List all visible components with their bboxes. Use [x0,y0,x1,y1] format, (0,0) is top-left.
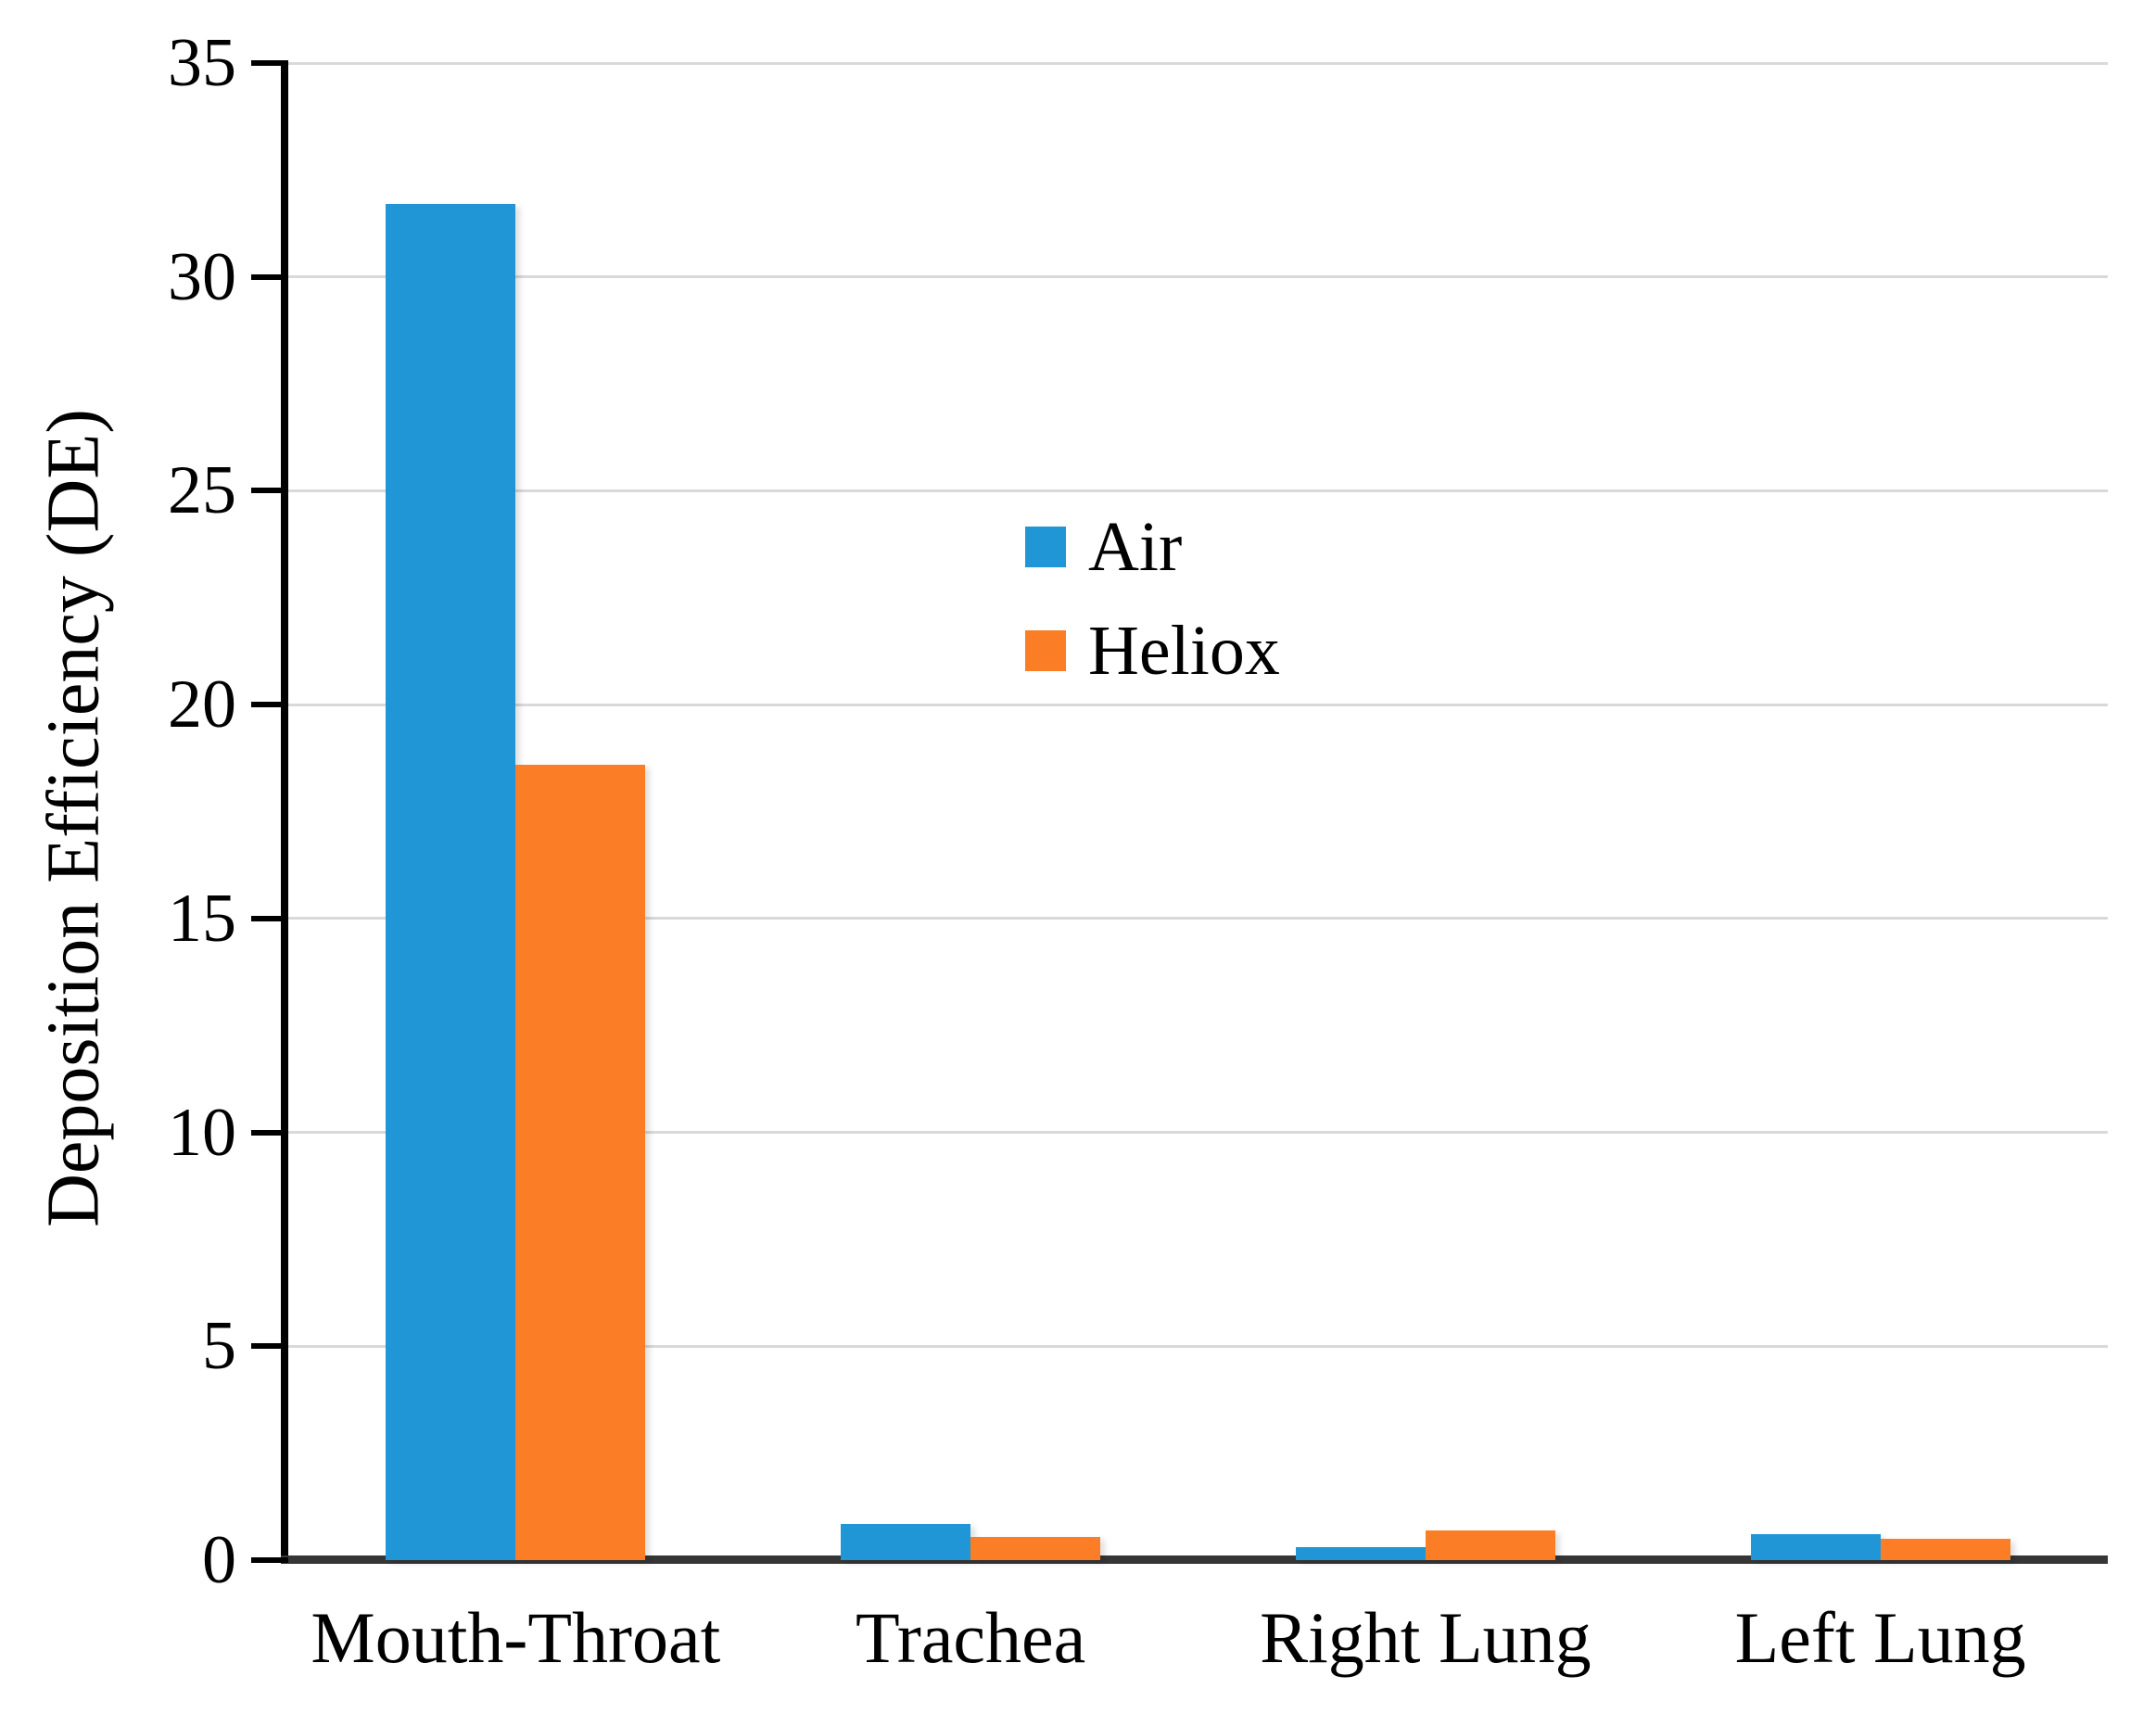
x-label-right-lung: Right Lung [1260,1597,1592,1678]
y-tick-label-25: 25 [168,452,236,529]
bar-heliox-right-lung [1425,1530,1555,1560]
y-tick-label-35: 35 [168,25,236,101]
y-tick-label-30: 30 [168,238,236,315]
x-label-mouth-throat: Mouth-Throat [311,1597,721,1678]
bar-air-right-lung [1295,1547,1426,1560]
y-tick-label-15: 15 [168,880,236,957]
y-tick-label-20: 20 [168,667,236,743]
x-label-trachea: Trachea [855,1597,1086,1678]
y-tick-mark-20 [251,702,288,708]
x-axis-line [281,1555,2108,1564]
y-tick-label-5: 5 [202,1308,236,1385]
gridline-5 [288,1344,2108,1348]
legend-swatch-heliox-icon [1025,630,1066,671]
legend-row-heliox: Heliox [1025,610,1280,692]
x-label-left-lung: Left Lung [1734,1597,2026,1678]
bar-heliox-left-lung [1880,1538,2010,1560]
bar-heliox-trachea [970,1536,1101,1560]
y-tick-mark-5 [251,1343,288,1350]
y-tick-mark-15 [251,915,288,921]
legend-row-air: Air [1025,506,1280,588]
legend-label-air: Air [1088,508,1183,586]
y-tick-mark-35 [251,60,288,66]
y-tick-mark-30 [251,273,288,280]
gridline-30 [288,275,2108,279]
bar-air-trachea [841,1523,971,1560]
y-tick-label-0: 0 [202,1522,236,1598]
gridline-25 [288,489,2108,492]
gridline-15 [288,917,2108,920]
gridline-20 [288,703,2108,706]
bar-heliox-mouth-throat [515,764,646,1560]
plot-area: Air Heliox [251,60,2108,1564]
y-tick-mark-10 [251,1129,288,1136]
legend-label-heliox: Heliox [1088,612,1280,690]
bar-air-mouth-throat [386,204,516,1560]
y-tick-mark-0 [251,1557,288,1563]
y-tick-mark-25 [251,488,288,494]
legend-swatch-air-icon [1025,527,1066,567]
gridline-35 [288,61,2108,65]
gridline-10 [288,1131,2108,1135]
y-tick-label-10: 10 [168,1094,236,1171]
bar-air-left-lung [1750,1534,1881,1560]
legend: Air Heliox [1025,506,1280,692]
